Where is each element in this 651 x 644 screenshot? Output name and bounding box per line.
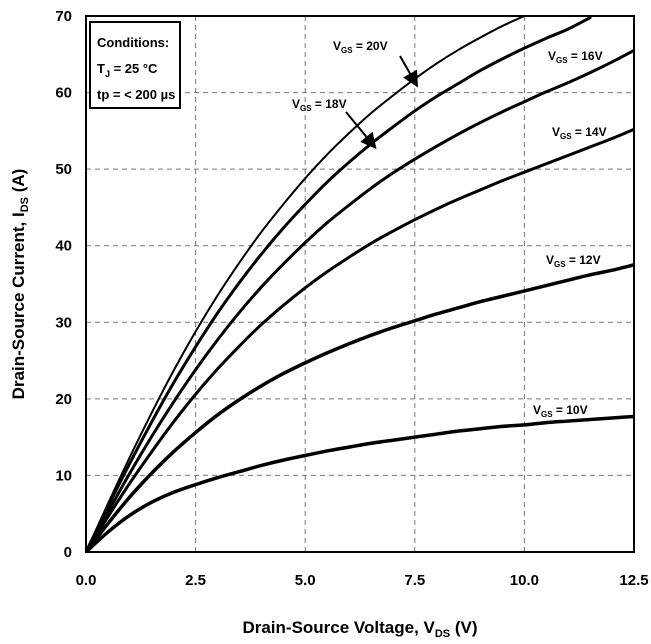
series-label-vgs-20: VGS = 20V <box>333 39 388 55</box>
x-tick-label: 10.0 <box>510 572 539 589</box>
y-tick-label: 40 <box>55 238 72 255</box>
series-line-2 <box>86 16 592 552</box>
series-label-vgs-10: VGS = 10V <box>533 403 588 419</box>
y-tick-label: 20 <box>55 391 72 408</box>
conditions-pulse-width: tp = < 200 µs <box>97 87 175 102</box>
series-lines <box>86 16 634 552</box>
y-tick-label: 30 <box>55 314 72 331</box>
x-tick-label: 7.5 <box>404 572 425 589</box>
series-label-vgs-18: VGS = 18V <box>292 97 347 113</box>
y-axis-title: Drain-Source Current, IDS (A) <box>9 169 31 400</box>
y-tick-label: 50 <box>55 161 72 178</box>
tick-labels: 0.0 2.5 5.0 7.5 10.0 12.5 0 10 20 30 40 50 60 70 <box>55 8 648 589</box>
conditions-title: Conditions: <box>97 35 169 50</box>
x-axis-title: Drain-Source Voltage, VDS (V) <box>242 618 477 640</box>
series-line-5 <box>86 263 634 552</box>
y-tick-label: 70 <box>55 8 72 25</box>
series-line-3 <box>86 48 634 552</box>
plot-frame <box>85 15 635 553</box>
series-line-6 <box>86 414 634 552</box>
x-tick-label: 12.5 <box>619 572 648 589</box>
y-tick-label: 10 <box>55 467 72 484</box>
y-tick-label: 60 <box>55 85 72 102</box>
x-tick-label: 0.0 <box>76 572 97 589</box>
series-label-vgs-16: VGS = 16V <box>548 49 603 65</box>
callout-arrow-vgs-20 <box>399 55 418 88</box>
conditions-box: Conditions: TJ = 25 °C tp = < 200 µs <box>89 21 181 109</box>
series-label-vgs-12: VGS = 12V <box>546 253 601 269</box>
series-line-1 <box>86 16 527 552</box>
conditions-box-frame <box>89 21 181 109</box>
callout-arrow-vgs-18 <box>345 111 377 150</box>
y-tick-label: 0 <box>64 544 72 561</box>
conditions-temperature: TJ = 25 °C <box>97 61 158 79</box>
series-label-vgs-14: VGS = 14V <box>552 125 607 141</box>
series-labels: VGS = 20V VGS = 18V VGS = 16V VGS = 14V … <box>292 39 607 419</box>
x-tick-label: 2.5 <box>185 572 206 589</box>
series-line-4 <box>86 127 634 552</box>
x-tick-label: 5.0 <box>295 572 316 589</box>
